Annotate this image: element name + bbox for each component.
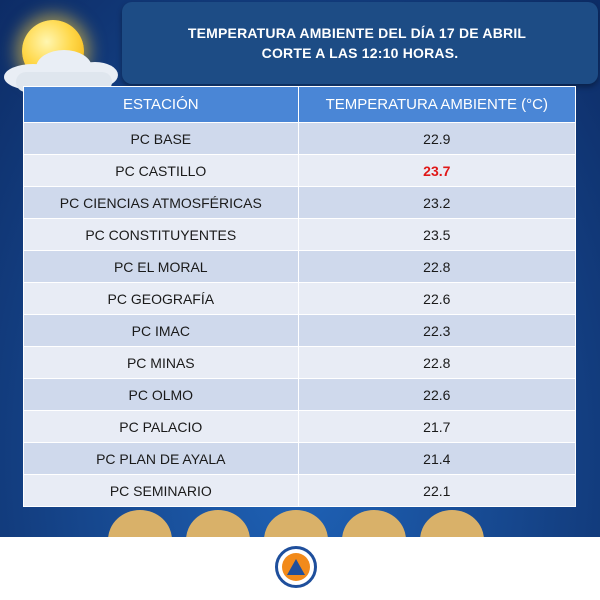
arch-shape [342,510,406,537]
table-row: PC OLMO 22.6 [23,378,577,411]
triangle-icon [287,559,305,575]
station-cell: PC SEMINARIO [23,474,299,507]
station-cell: PC EL MORAL [23,250,299,283]
table-row: PC CONSTITUYENTES 23.5 [23,218,577,251]
station-cell: PC MINAS [23,346,299,379]
title-banner: TEMPERATURA AMBIENTE DEL DÍA 17 DE ABRIL… [122,2,598,84]
arch-shape [186,510,250,537]
sun-cloud-icon [2,14,120,94]
temperature-cell: 22.1 [297,474,577,507]
table-row: PC BASE 22.9 [23,122,577,155]
table-row: PC CIENCIAS ATMOSFÉRICAS 23.2 [23,186,577,219]
temperature-cell: 23.7 [297,154,577,187]
column-header-temperature: TEMPERATURA AMBIENTE (°C) [297,86,577,123]
table-header: ESTACIÓN TEMPERATURA AMBIENTE (°C) [23,86,577,123]
station-cell: PC PLAN DE AYALA [23,442,299,475]
temperature-cell: 21.4 [297,442,577,475]
table-row: PC PLAN DE AYALA 21.4 [23,442,577,475]
station-cell: PC GEOGRAFÍA [23,282,299,315]
station-cell: PC CASTILLO [23,154,299,187]
table-row: PC CASTILLO 23.7 [23,154,577,187]
arch-shape [264,510,328,537]
title-line-2: CORTE A LAS 12:10 HORAS. [261,45,459,61]
temperature-cell: 22.8 [297,250,577,283]
temperature-table: ESTACIÓN TEMPERATURA AMBIENTE (°C) PC BA… [23,86,577,507]
station-cell: PC PALACIO [23,410,299,443]
arch-shape [108,510,172,537]
table-body: PC BASE 22.9 PC CASTILLO 23.7 PC CIENCIAS AT… [23,122,577,507]
title-line-1: TEMPERATURA AMBIENTE DEL DÍA 17 DE ABRIL [187,25,527,41]
temperature-cell: 22.8 [297,346,577,379]
station-cell: PC CIENCIAS ATMOSFÉRICAS [23,186,299,219]
temperature-cell: 22.3 [297,314,577,347]
logo-emblem [282,553,310,581]
temperature-cell: 22.6 [297,282,577,315]
arch-shape [420,510,484,537]
table-row: PC MINAS 22.8 [23,346,577,379]
station-cell: PC OLMO [23,378,299,411]
temperature-cell: 23.2 [297,186,577,219]
column-header-station: ESTACIÓN [23,86,299,123]
decorative-arches [108,510,488,537]
station-cell: PC CONSTITUYENTES [23,218,299,251]
station-cell: PC IMAC [23,314,299,347]
table-row: PC GEOGRAFÍA 22.6 [23,282,577,315]
temperature-cell: 21.7 [297,410,577,443]
table-row: PC EL MORAL 22.8 [23,250,577,283]
temperature-cell: 22.9 [297,122,577,155]
proteccion-civil-logo [275,546,317,588]
station-cell: PC BASE [23,122,299,155]
table-row: PC PALACIO 21.7 [23,410,577,443]
table-row: PC SEMINARIO 22.1 [23,474,577,507]
temperature-cell: 23.5 [297,218,577,251]
table-row: PC IMAC 22.3 [23,314,577,347]
temperature-cell: 22.6 [297,378,577,411]
